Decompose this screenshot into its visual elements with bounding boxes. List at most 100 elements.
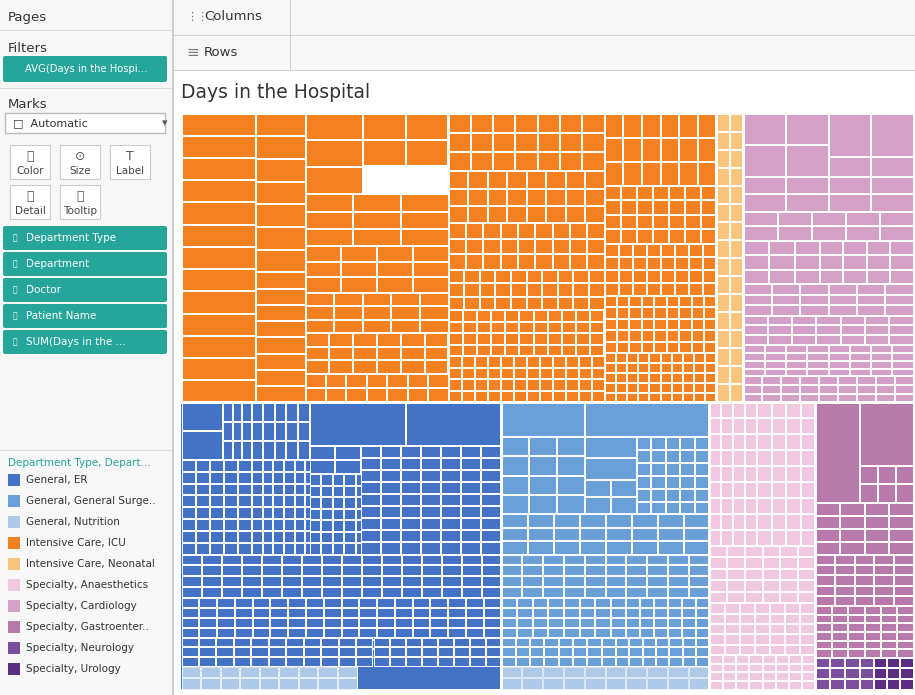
Bar xyxy=(838,377,856,384)
Bar xyxy=(564,618,578,627)
Bar xyxy=(479,537,501,548)
Bar xyxy=(405,648,421,656)
Bar xyxy=(749,681,761,689)
Bar xyxy=(730,240,742,257)
Bar xyxy=(382,571,401,580)
Bar xyxy=(692,342,703,352)
Bar xyxy=(513,368,525,378)
Bar xyxy=(282,571,300,580)
Bar xyxy=(654,330,666,341)
Bar xyxy=(360,639,376,648)
Bar xyxy=(770,624,784,633)
Bar xyxy=(511,270,525,282)
Bar xyxy=(832,623,847,631)
Bar xyxy=(733,482,744,497)
Bar xyxy=(8,621,20,633)
Bar xyxy=(461,445,480,457)
Bar xyxy=(381,482,400,493)
Bar xyxy=(302,560,320,570)
Bar xyxy=(565,206,584,222)
Bar xyxy=(205,431,228,459)
Bar xyxy=(786,514,800,529)
Bar xyxy=(727,546,744,557)
Bar xyxy=(865,325,888,334)
Bar xyxy=(181,639,199,648)
Bar xyxy=(801,514,814,529)
Bar xyxy=(242,587,261,597)
Bar xyxy=(856,385,875,393)
Bar xyxy=(318,537,340,548)
Bar xyxy=(181,482,204,502)
Bar xyxy=(461,591,480,600)
Text: Department: Department xyxy=(26,259,89,269)
Bar xyxy=(758,450,770,465)
Bar xyxy=(501,514,526,527)
Bar xyxy=(641,295,653,306)
Bar xyxy=(744,295,770,304)
Bar xyxy=(318,526,340,537)
Bar xyxy=(723,672,735,680)
Bar xyxy=(694,437,708,449)
Bar xyxy=(875,658,887,667)
Bar xyxy=(709,482,720,497)
Bar xyxy=(484,639,501,648)
Bar xyxy=(716,204,729,221)
Bar xyxy=(274,531,283,542)
Bar xyxy=(576,322,589,332)
Bar xyxy=(786,418,800,434)
Bar xyxy=(755,645,770,654)
Bar xyxy=(617,330,629,341)
Bar xyxy=(461,379,473,390)
Bar xyxy=(744,394,761,402)
Bar xyxy=(709,614,724,623)
Bar xyxy=(181,560,200,570)
Bar xyxy=(533,598,547,607)
Bar xyxy=(422,576,440,586)
Bar xyxy=(270,669,290,680)
Bar xyxy=(585,480,609,496)
Bar xyxy=(334,320,361,332)
Bar xyxy=(224,507,237,518)
Bar xyxy=(595,628,609,637)
Bar xyxy=(616,373,626,382)
Bar xyxy=(306,229,352,245)
Bar xyxy=(196,519,209,530)
Bar xyxy=(238,507,251,518)
Bar xyxy=(413,648,429,657)
Bar xyxy=(709,681,722,689)
Bar xyxy=(786,402,800,418)
Bar xyxy=(373,657,389,666)
Bar xyxy=(181,657,198,666)
Bar xyxy=(401,347,424,359)
Bar xyxy=(716,276,729,293)
Bar xyxy=(529,437,556,455)
Bar xyxy=(840,503,864,515)
Bar xyxy=(284,472,294,482)
Bar xyxy=(262,587,281,597)
Bar xyxy=(558,270,572,282)
Bar xyxy=(522,555,542,564)
Bar xyxy=(698,113,716,137)
Bar xyxy=(553,379,565,390)
Bar xyxy=(647,256,660,268)
Bar xyxy=(892,352,912,359)
Bar xyxy=(695,628,708,637)
Bar xyxy=(641,330,653,341)
Bar xyxy=(844,240,866,254)
Bar xyxy=(196,496,209,506)
Bar xyxy=(590,345,604,355)
Bar xyxy=(344,497,355,507)
Bar xyxy=(441,543,460,554)
Bar xyxy=(558,297,572,309)
Bar xyxy=(479,297,494,309)
Bar xyxy=(361,458,380,469)
Bar xyxy=(522,678,542,689)
Bar xyxy=(181,136,254,157)
Bar xyxy=(288,607,305,616)
Bar xyxy=(456,537,478,548)
Bar xyxy=(413,612,429,620)
Bar xyxy=(501,618,516,627)
Bar xyxy=(181,431,222,459)
Bar xyxy=(408,388,427,402)
Bar xyxy=(771,450,785,465)
